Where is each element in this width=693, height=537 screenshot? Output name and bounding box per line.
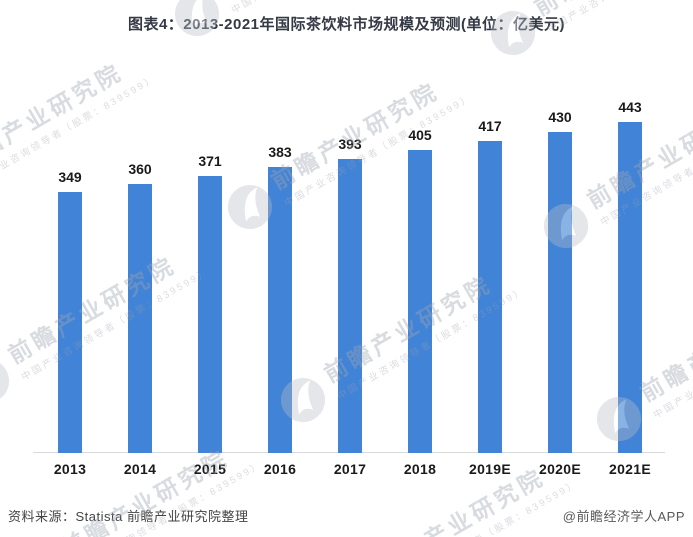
x-tick-label: 2019E bbox=[469, 461, 511, 477]
bar-2013 bbox=[58, 192, 82, 453]
source-note: 资料来源：Statista 前瞻产业研究院整理 bbox=[8, 509, 249, 524]
bar-value-label: 393 bbox=[338, 136, 362, 152]
x-tick-label: 2014 bbox=[123, 461, 157, 477]
x-tick-label: 2021E bbox=[609, 461, 651, 477]
x-tick-label: 2016 bbox=[263, 461, 297, 477]
bar-value-label: 417 bbox=[478, 118, 502, 134]
bar-value-label: 360 bbox=[128, 161, 152, 177]
x-tick-label: 2015 bbox=[193, 461, 227, 477]
bar-value-label: 405 bbox=[408, 127, 432, 143]
bar-2015 bbox=[198, 176, 222, 453]
bar-value-label: 383 bbox=[268, 144, 292, 160]
bar-2020E bbox=[548, 132, 572, 453]
bar-value-label: 430 bbox=[548, 109, 572, 125]
bar-2019E bbox=[478, 141, 502, 453]
bar-value-label: 349 bbox=[58, 169, 82, 185]
bar-value-label: 443 bbox=[618, 99, 642, 115]
x-tick-label: 2018 bbox=[403, 461, 437, 477]
watermark-brand-text: 前瞻产业研究院 bbox=[689, 471, 693, 537]
bar-2014 bbox=[128, 184, 152, 453]
bar-2017 bbox=[338, 159, 362, 453]
chart-title: 图表4：2013-2021年国际茶饮料市场规模及预测(单位：亿美元) bbox=[127, 16, 566, 33]
bar-value-label: 371 bbox=[198, 153, 222, 169]
bar-2016 bbox=[268, 167, 292, 453]
bar-2021E bbox=[618, 122, 642, 453]
plot-area: 349 2013 360 2014 371 2015 383 2016 393 2017 405 20… bbox=[33, 99, 665, 477]
x-tick-label: 2020E bbox=[539, 461, 581, 477]
x-tick-label: 2013 bbox=[53, 461, 87, 477]
x-tick-label: 2017 bbox=[333, 461, 367, 477]
bar-2018 bbox=[408, 150, 432, 453]
credit-note: @前瞻经济学人APP bbox=[562, 509, 685, 524]
footer: 资料来源：Statista 前瞻产业研究院整理 @前瞻经济学人APP bbox=[8, 506, 685, 525]
